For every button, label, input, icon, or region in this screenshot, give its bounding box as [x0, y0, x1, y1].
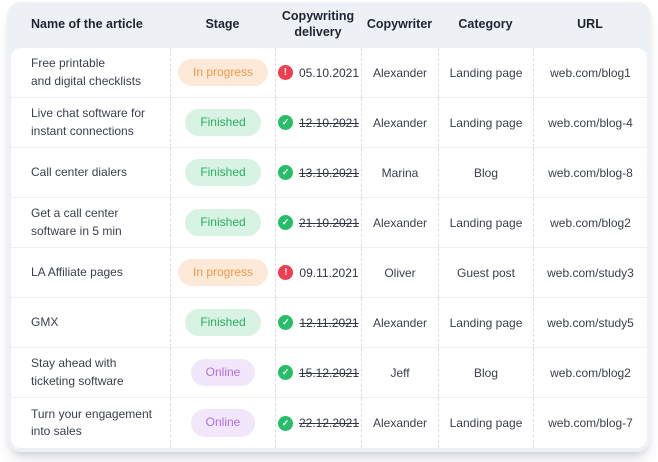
article-name: LA Affiliate pages: [31, 264, 123, 279]
check-icon: ✓: [277, 215, 293, 230]
article-url: web.com/blog2: [533, 348, 647, 397]
stage-badge: Finished: [185, 108, 261, 137]
check-icon: ✓: [277, 415, 293, 431]
check-icon: ✓: [277, 365, 293, 380]
article-name: Call center dialers: [31, 164, 128, 179]
article-url: web.com/blog1: [533, 48, 647, 97]
delivery-date: 09.11.2021: [299, 265, 359, 280]
delivery-cell: ✓ 13.10.2021: [275, 148, 361, 197]
table-body: Free printable and digital checklists In…: [11, 48, 647, 448]
delivery-cell: ! 09.11.2021: [275, 248, 361, 297]
copywriter-name: Alexander: [361, 198, 438, 247]
alert-icon: !: [277, 65, 293, 80]
column-header-stage: Stage: [205, 17, 240, 32]
copywriter-name: Alexander: [361, 98, 438, 147]
delivery-cell: ✓ 12.11.2021: [275, 298, 361, 347]
table-row[interactable]: Live chat software for instant connectio…: [11, 98, 647, 148]
table-row[interactable]: Get a call center software in 5 min Fini…: [11, 198, 647, 248]
stage-cell: In progress: [170, 248, 275, 297]
category-label: Blog: [438, 148, 533, 197]
copywriter-name: Jeff: [361, 348, 438, 397]
column-header-article-name: Name of the article: [31, 17, 143, 32]
table-header-row: Name of the article Stage Copywriting de…: [7, 2, 651, 48]
stage-cell: Online: [170, 398, 275, 448]
category-label: Blog: [438, 348, 533, 397]
category-label: Landing page: [438, 48, 533, 97]
article-url: web.com/blog-4: [533, 98, 647, 147]
stage-badge: Finished: [185, 308, 261, 337]
delivery-cell: ✓ 15.12.2021: [275, 348, 361, 397]
delivery-date: 21.10.2021: [298, 215, 360, 230]
copywriter-name: Alexander: [361, 298, 438, 347]
article-url: web.com/study3: [533, 248, 647, 297]
category-label: Guest post: [438, 248, 533, 297]
article-name: GMX: [31, 314, 59, 329]
article-name: Turn your engagement into sales: [31, 406, 152, 438]
delivery-date: 15.12.2021: [298, 365, 360, 380]
article-name: Free printable and digital checklists: [31, 56, 142, 88]
delivery-date: 12.10.2021: [298, 115, 360, 130]
article-name: Live chat software for instant connectio…: [31, 106, 146, 138]
copywriter-name: Alexander: [361, 398, 438, 448]
content-plan-table-card: Name of the article Stage Copywriting de…: [7, 2, 651, 452]
stage-cell: Finished: [170, 98, 275, 147]
article-url: web.com/blog-8: [533, 148, 647, 197]
article-name: Get a call center software in 5 min: [31, 206, 122, 238]
delivery-date: 22.12.2021: [298, 416, 360, 430]
category-label: Landing page: [438, 98, 533, 147]
stage-badge: Finished: [185, 158, 261, 187]
stage-badge: In progress: [177, 58, 269, 87]
stage-cell: Finished: [170, 298, 275, 347]
category-label: Landing page: [438, 298, 533, 347]
copywriter-name: Marina: [361, 148, 438, 197]
stage-cell: Finished: [170, 148, 275, 197]
table-row[interactable]: GMX Finished ✓ 12.11.2021 Alexander Land…: [11, 298, 647, 348]
delivery-date: 12.11.2021: [299, 315, 359, 330]
table-row[interactable]: LA Affiliate pages In progress ! 09.11.2…: [11, 248, 647, 298]
stage-badge: Finished: [185, 208, 261, 237]
check-icon: ✓: [278, 315, 294, 330]
category-label: Landing page: [438, 198, 533, 247]
column-header-category: Category: [458, 17, 513, 32]
check-icon: ✓: [277, 115, 293, 130]
copywriter-name: Oliver: [361, 248, 438, 297]
delivery-cell: ✓ 12.10.2021: [275, 98, 361, 147]
check-icon: ✓: [277, 165, 293, 180]
table-row[interactable]: Call center dialers Finished ✓ 13.10.202…: [11, 148, 647, 198]
stage-cell: In progress: [170, 48, 275, 97]
stage-cell: Online: [170, 348, 275, 397]
stage-cell: Finished: [170, 198, 275, 247]
stage-badge: Online: [190, 409, 256, 437]
copywriter-name: Alexander: [361, 48, 438, 97]
delivery-cell: ✓ 21.10.2021: [275, 198, 361, 247]
stage-badge: In progress: [177, 258, 269, 287]
delivery-cell: ! 05.10.2021: [275, 48, 361, 97]
column-header-copywriting-delivery: Copywriting delivery: [281, 9, 355, 39]
table-row[interactable]: Free printable and digital checklists In…: [11, 48, 647, 98]
table-row[interactable]: Turn your engagement into sales Online ✓…: [11, 398, 647, 448]
article-name: Stay ahead with ticketing software: [31, 356, 124, 388]
delivery-date: 13.10.2021: [298, 165, 360, 180]
alert-icon: !: [278, 265, 294, 280]
stage-badge: Online: [190, 358, 256, 387]
delivery-cell: ✓ 22.12.2021: [275, 398, 361, 448]
table-row[interactable]: Stay ahead with ticketing software Onlin…: [11, 348, 647, 398]
column-header-copywriter: Copywriter: [366, 17, 433, 32]
article-url: web.com/study5: [533, 298, 647, 347]
article-url: web.com/blog-7: [533, 398, 647, 448]
article-url: web.com/blog2: [533, 198, 647, 247]
category-label: Landing page: [438, 398, 533, 448]
column-header-url: URL: [577, 17, 603, 32]
delivery-date: 05.10.2021: [298, 65, 360, 80]
